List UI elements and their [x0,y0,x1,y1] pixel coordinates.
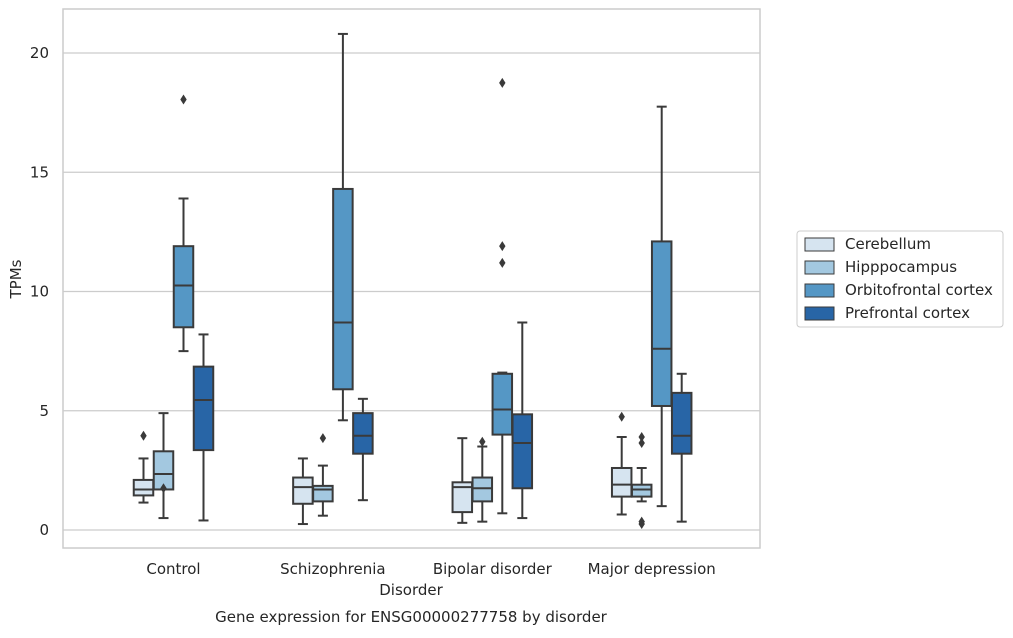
box [670,391,693,455]
outlier-point [499,257,506,268]
x-axis-label: Disorder [379,581,443,599]
box [172,245,195,329]
y-axis-label: TPMs [7,259,25,299]
box [292,476,314,505]
box [491,372,514,436]
y-tick-label: 10 [30,283,49,301]
outlier-point [479,436,486,447]
box [511,413,534,490]
box-group [192,333,215,522]
box-group [610,411,633,516]
box [650,240,673,407]
box-group [332,32,354,422]
x-tick-label: Bipolar disorder [433,560,553,578]
legend-label: Cerebellum [845,235,931,253]
box-group [511,321,534,520]
y-tick-label: 15 [30,163,49,181]
box-group [670,372,693,523]
legend-swatch [804,306,835,321]
box [332,187,354,391]
legend-label: Hipppocampus [845,258,957,276]
outlier-point [499,241,506,252]
box [132,478,155,497]
box [471,476,494,503]
legend-label: Prefrontal cortex [845,304,970,322]
box-group [152,412,175,520]
box-group [451,437,474,524]
boxes [132,32,693,530]
outlier-point [638,437,645,448]
box [312,484,334,503]
legend-frame [796,230,1004,328]
outlier-point [180,94,187,105]
x-tick-labels: Control Schizophrenia Bipolar disorder Majo… [146,560,715,578]
box-group [292,457,314,526]
chart-caption: Gene expression for ENSG00000277758 by d… [215,608,608,626]
y-tick-label: 0 [39,521,49,539]
y-tick-label: 5 [39,402,49,420]
legend-swatch [804,260,835,275]
box-group [172,94,195,353]
box-group [312,433,334,517]
outlier-point [160,483,167,494]
y-tick-labels: 0 5 10 15 20 [30,44,49,539]
box [630,483,653,498]
outlier-point [319,433,327,444]
box-group [132,430,155,504]
outlier-point [638,431,645,442]
outlier-point [638,519,645,530]
x-tick-label: Control [146,560,200,578]
box-group [352,397,374,502]
legend: Cerebellum Hipppocampus Orbitofrontal cort… [796,230,1004,328]
box [192,365,215,452]
outlier-point [618,411,625,422]
box [610,466,633,498]
box-group [471,436,494,523]
box-group [630,431,653,530]
x-tick-label: Schizophrenia [280,560,385,578]
y-tick-label: 20 [30,44,49,62]
legend-label: Orbitofrontal cortex [845,281,993,299]
x-tick-label: Major depression [588,560,716,578]
box-group [491,77,514,515]
box-group [650,105,673,508]
legend-swatch [804,283,835,298]
box [352,412,374,455]
legend-swatch [804,237,835,252]
outlier-point [140,430,147,441]
outlier-point [499,77,506,88]
